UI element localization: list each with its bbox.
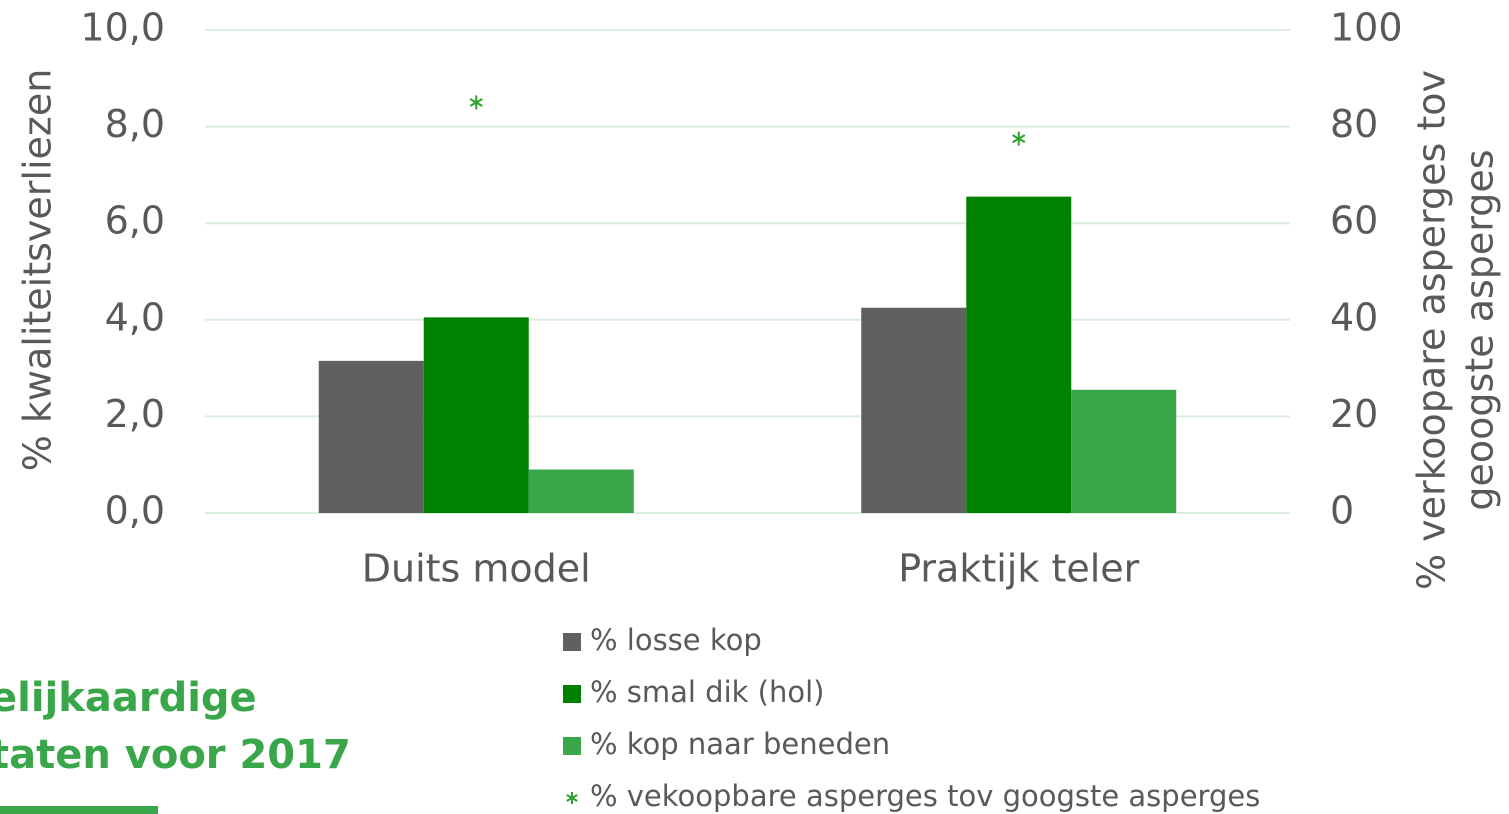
legend-label: % kop naar beneden bbox=[590, 727, 890, 761]
legend-swatch bbox=[563, 685, 581, 703]
bar bbox=[861, 307, 967, 513]
legend-label: % vekoopbare asperges tov googste asperg… bbox=[590, 779, 1260, 813]
y2-tick-label: 100 bbox=[1330, 6, 1403, 50]
y-tick-label: 4,0 bbox=[105, 295, 165, 339]
legend-marker bbox=[566, 792, 578, 804]
y2-tick-label: 80 bbox=[1330, 102, 1378, 146]
legend-label: % losse kop bbox=[590, 623, 762, 657]
bar bbox=[318, 360, 424, 513]
y2-tick-label: 0 bbox=[1330, 489, 1354, 533]
y-tick-label: 6,0 bbox=[105, 199, 165, 243]
marker-stroke bbox=[469, 98, 483, 107]
bar bbox=[1071, 389, 1177, 513]
x-tick-label: Duits model bbox=[362, 547, 591, 591]
marker-stroke bbox=[566, 794, 578, 802]
x-tick-label: Praktijk teler bbox=[898, 547, 1139, 591]
y-tick-label: 2,0 bbox=[105, 392, 165, 436]
legend-swatch bbox=[563, 737, 581, 755]
y2-tick-label: 60 bbox=[1330, 199, 1378, 243]
y-tick-label: 0,0 bbox=[105, 489, 165, 533]
annotation: taten voor 2017 bbox=[0, 732, 351, 778]
legend-label: % smal dik (hol) bbox=[590, 675, 824, 709]
scatter-point bbox=[1012, 131, 1026, 146]
y-tick-label: 10,0 bbox=[80, 6, 165, 50]
decoration-bar bbox=[0, 806, 158, 814]
bar bbox=[423, 317, 529, 513]
legend-swatch bbox=[563, 633, 581, 651]
annotation: elijkaardige bbox=[0, 675, 257, 721]
y-axis-title: % kwaliteitsverliezen bbox=[16, 69, 60, 472]
marker-stroke bbox=[1012, 134, 1026, 144]
bar bbox=[528, 469, 634, 513]
y2-axis-title: geoogste asperges bbox=[1458, 149, 1502, 510]
y2-tick-label: 20 bbox=[1330, 392, 1378, 436]
y-tick-label: 8,0 bbox=[105, 102, 165, 146]
scatter-point bbox=[469, 95, 483, 110]
y2-tick-label: 40 bbox=[1330, 295, 1378, 339]
y2-axis-title: % verkoopare asperges tov bbox=[1410, 70, 1454, 590]
bar bbox=[966, 196, 1072, 513]
